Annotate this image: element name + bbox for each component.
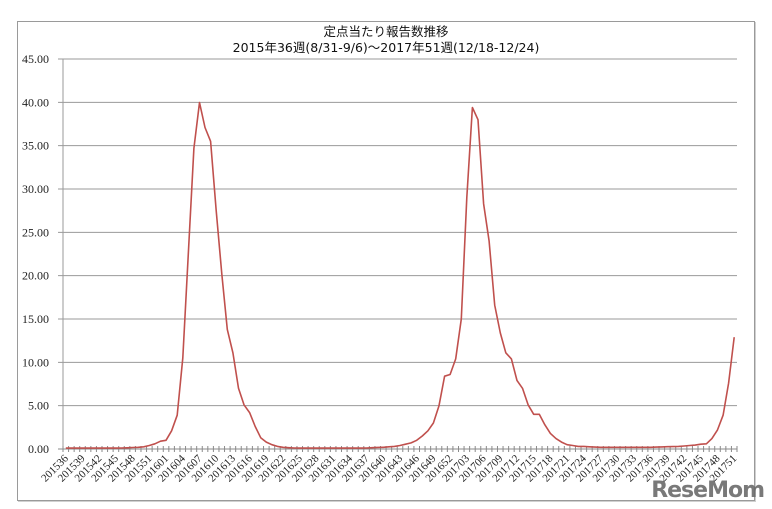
chart-subtitle: 2015年36週(8/31-9/6)～2017年51週(12/18-12/24) [232, 40, 540, 55]
gridlines [58, 58, 737, 450]
chart-frame [17, 21, 755, 501]
y-tick-label: 5.00 [28, 399, 49, 413]
y-tick-label: 20.00 [22, 269, 49, 283]
chart-title: 定点当たり報告数推移 [323, 24, 449, 39]
chart-title-block: 定点当たり報告数推移 2015年36週(8/31-9/6)～2017年51週(1… [0, 24, 772, 56]
y-tick-label: 25.00 [22, 225, 49, 239]
y-axis: 0.00 5.00 10.00 15.00 20.00 25.00 30.00 35.00 40… [22, 52, 64, 456]
series-line [65, 101, 735, 449]
x-axis: 2015362015392015422015452015482015512016… [39, 446, 739, 484]
y-tick-label: 10.00 [22, 355, 49, 369]
y-tick-label: 15.00 [22, 312, 49, 326]
y-tick-label: 0.00 [28, 442, 49, 456]
y-tick-label: 45.00 [22, 52, 49, 66]
y-tick-label: 30.00 [22, 182, 49, 196]
y-tick-label: 40.00 [22, 95, 49, 109]
y-tick-label: 35.00 [22, 139, 49, 153]
watermark-logo: ReseMom [651, 478, 765, 503]
